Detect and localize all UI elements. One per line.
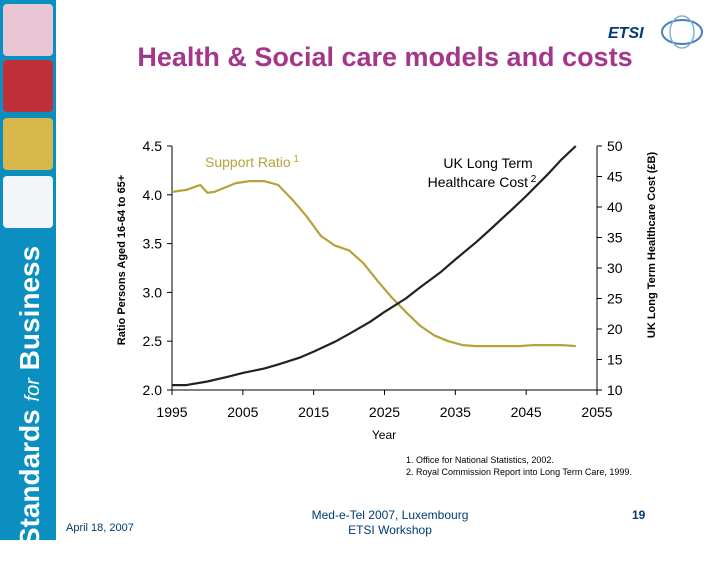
decorative-tile-white <box>3 176 53 228</box>
x-tick-label: 2025 <box>369 404 400 420</box>
page-number: 19 <box>632 508 646 522</box>
y-left-tick-label: 2.0 <box>143 382 163 398</box>
x-tick-label: 2055 <box>581 404 612 420</box>
y-left-tick-label: 4.0 <box>143 187 163 203</box>
healthcare-cost-label-line1: UK Long Term <box>443 155 532 171</box>
decorative-tile-gold <box>3 118 53 170</box>
y-right-tick-label: 35 <box>607 230 623 246</box>
footnote-2: 2. Royal Commission Report into Long Ter… <box>406 467 632 477</box>
x-axis-title: Year <box>372 428 396 442</box>
support-ratio-label: Support Ratio 1 <box>205 154 299 170</box>
footnote-1: 1. Office for National Statistics, 2002. <box>406 455 554 465</box>
y-right-tick-label: 15 <box>607 352 623 368</box>
footer-date: April 18, 2007 <box>66 522 134 534</box>
y-right-tick-label: 30 <box>607 260 623 276</box>
decorative-tile-pink <box>3 4 53 56</box>
footer-event-line2: ETSI Workshop <box>348 523 432 537</box>
etsi-logo-text: ETSI <box>608 25 644 42</box>
healthcare-cost-label-line2: Healthcare Cost 2 <box>428 174 537 190</box>
y-left-tick-label: 3.5 <box>143 236 163 252</box>
chart-area: 2.02.53.03.54.04.51015202530354045501995… <box>116 138 658 442</box>
chart-series <box>171 145 577 387</box>
y-right-tick-label: 50 <box>607 138 623 154</box>
chart-labels: 2.02.53.03.54.04.51015202530354045501995… <box>116 138 658 442</box>
y-axis-left-title: Ratio Persons Aged 16-64 to 65+ <box>116 175 128 345</box>
x-tick-label: 1995 <box>156 404 187 420</box>
footer-event: Med-e-Tel 2007, Luxembourg ETSI Workshop <box>290 508 490 538</box>
y-axis-right-title: UK Long Term Healthcare Cost (£B) <box>646 152 658 339</box>
chart-axes <box>167 145 602 395</box>
x-tick-label: 2005 <box>227 404 258 420</box>
y-left-tick-label: 4.5 <box>143 138 163 154</box>
y-right-tick-label: 20 <box>607 321 623 337</box>
x-tick-label: 2045 <box>511 404 542 420</box>
etsi-logo-graphic: ETSI <box>608 15 703 49</box>
page-title: Health & Social care models and costs <box>137 42 633 72</box>
etsi-logo: ETSI <box>600 14 710 59</box>
y-right-tick-label: 10 <box>607 382 623 398</box>
healthcare-cost-line <box>172 145 577 387</box>
y-right-tick-label: 25 <box>607 291 623 307</box>
footnotes: 1. Office for National Statistics, 2002.… <box>406 454 632 478</box>
decorative-tile-red <box>3 60 53 112</box>
footer-event-line1: Med-e-Tel 2007, Luxembourg <box>311 508 469 522</box>
x-tick-label: 2015 <box>298 404 329 420</box>
sidebar-band: Standards for Business <box>0 0 56 546</box>
y-right-tick-label: 45 <box>607 169 623 185</box>
x-tick-label: 2035 <box>440 404 471 420</box>
support-ratio-line <box>171 180 576 348</box>
y-right-tick-label: 40 <box>607 199 623 215</box>
y-left-tick-label: 3.0 <box>143 284 163 300</box>
y-left-tick-label: 2.5 <box>143 333 163 349</box>
